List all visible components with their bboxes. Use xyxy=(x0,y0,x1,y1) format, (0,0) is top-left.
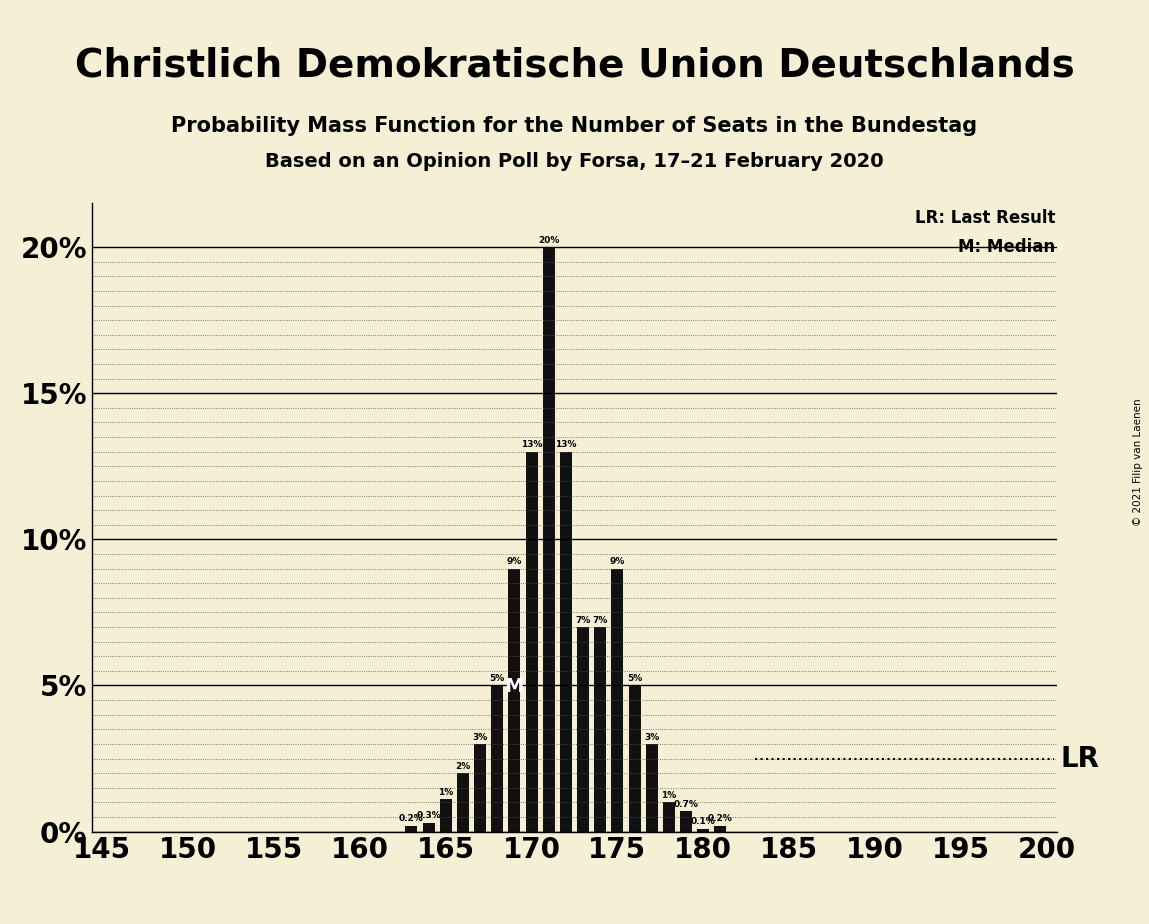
Text: 1%: 1% xyxy=(438,788,454,797)
Text: 7%: 7% xyxy=(593,615,608,625)
Text: 20%: 20% xyxy=(538,236,560,245)
Bar xyxy=(508,568,520,832)
Bar xyxy=(715,826,726,832)
Bar xyxy=(611,568,624,832)
Text: 7%: 7% xyxy=(576,615,591,625)
Text: 13%: 13% xyxy=(520,441,542,449)
Bar xyxy=(594,627,607,832)
Text: Christlich Demokratische Union Deutschlands: Christlich Demokratische Union Deutschla… xyxy=(75,46,1074,84)
Text: 0.2%: 0.2% xyxy=(399,814,424,823)
Text: 1%: 1% xyxy=(662,791,677,800)
Bar xyxy=(457,773,469,832)
Text: 0.2%: 0.2% xyxy=(708,814,733,823)
Bar xyxy=(577,627,589,832)
Bar xyxy=(440,799,452,832)
Text: Based on an Opinion Poll by Forsa, 17–21 February 2020: Based on an Opinion Poll by Forsa, 17–21… xyxy=(265,152,884,172)
Bar xyxy=(406,826,417,832)
Text: 3%: 3% xyxy=(645,733,660,742)
Text: 9%: 9% xyxy=(507,557,522,566)
Bar xyxy=(423,823,434,832)
Text: Probability Mass Function for the Number of Seats in the Bundestag: Probability Mass Function for the Number… xyxy=(171,116,978,136)
Bar xyxy=(542,247,555,832)
Bar xyxy=(492,686,503,832)
Bar xyxy=(525,452,538,832)
Text: LR: LR xyxy=(1061,745,1100,772)
Text: LR: Last Result: LR: Last Result xyxy=(915,209,1056,227)
Text: 5%: 5% xyxy=(489,675,504,683)
Text: M: M xyxy=(504,677,524,697)
Text: 2%: 2% xyxy=(455,761,470,771)
Text: 0.7%: 0.7% xyxy=(673,800,699,808)
Text: M: Median: M: Median xyxy=(958,238,1056,256)
Bar xyxy=(646,744,657,832)
Text: 9%: 9% xyxy=(610,557,625,566)
Text: 0.1%: 0.1% xyxy=(691,818,716,826)
Bar xyxy=(629,686,641,832)
Text: 3%: 3% xyxy=(472,733,487,742)
Bar xyxy=(697,829,709,832)
Text: 0.3%: 0.3% xyxy=(416,811,441,821)
Text: 5%: 5% xyxy=(627,675,642,683)
Text: 13%: 13% xyxy=(555,441,577,449)
Text: © 2021 Filip van Laenen: © 2021 Filip van Laenen xyxy=(1133,398,1143,526)
Bar xyxy=(475,744,486,832)
Bar xyxy=(680,811,692,832)
Bar xyxy=(663,802,674,832)
Bar xyxy=(560,452,572,832)
